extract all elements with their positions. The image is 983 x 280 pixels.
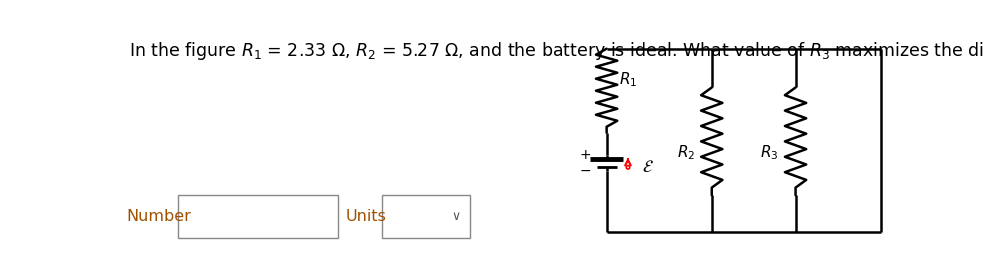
Text: $R_3$: $R_3$ [760,143,779,162]
Text: +: + [580,148,591,162]
Text: In the figure $R_1$ = 2.33 Ω, $R_2$ = 5.27 Ω, and the battery is ideal. What val: In the figure $R_1$ = 2.33 Ω, $R_2$ = 5.… [129,40,983,62]
Text: $R_1$: $R_1$ [619,71,637,89]
FancyBboxPatch shape [381,195,470,239]
FancyBboxPatch shape [178,195,338,239]
Text: Units: Units [345,209,386,224]
Text: Number: Number [127,209,192,224]
Text: $R_2$: $R_2$ [676,143,695,162]
Text: $\mathcal{E}$: $\mathcal{E}$ [642,159,654,176]
Text: −: − [580,164,591,178]
Text: ∨: ∨ [451,210,460,223]
